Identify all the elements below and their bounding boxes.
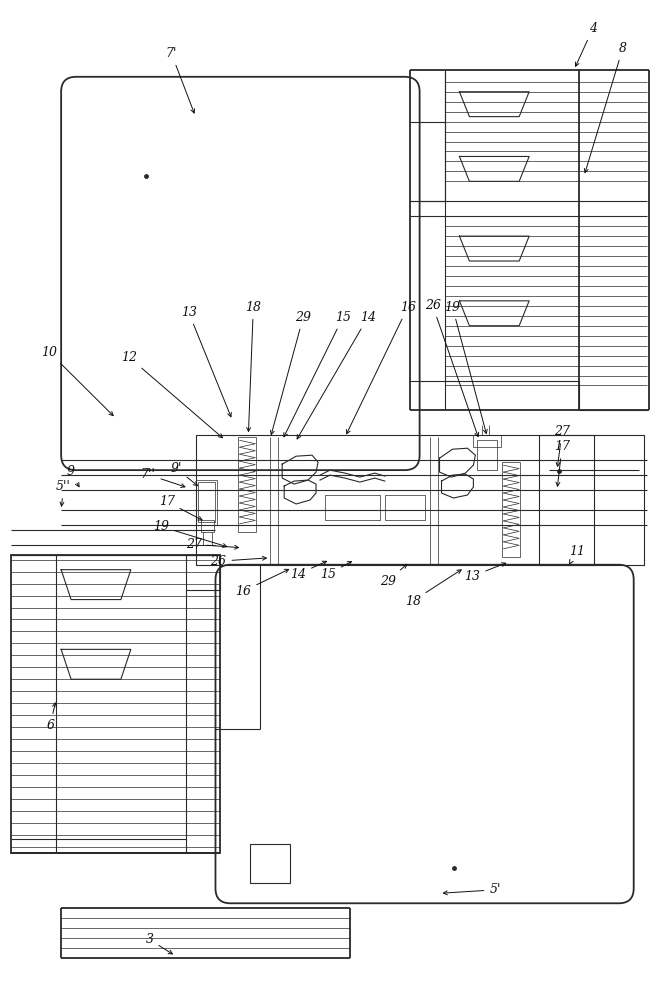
Text: 19: 19 bbox=[445, 301, 487, 434]
Text: 10: 10 bbox=[41, 346, 113, 416]
Text: 8: 8 bbox=[584, 42, 627, 173]
Bar bbox=[250, 844, 290, 883]
Text: 26: 26 bbox=[210, 555, 266, 568]
Text: 9': 9' bbox=[171, 462, 198, 486]
Text: 27: 27 bbox=[554, 425, 570, 466]
Bar bbox=[478, 440, 497, 470]
Text: 18: 18 bbox=[245, 301, 261, 431]
Bar bbox=[539, 435, 644, 565]
Text: 27: 27 bbox=[186, 538, 238, 551]
Bar bbox=[198, 482, 215, 522]
Bar bbox=[196, 435, 594, 565]
Text: 11: 11 bbox=[569, 545, 585, 564]
Text: 12: 12 bbox=[121, 351, 223, 438]
Text: 6: 6 bbox=[46, 703, 57, 732]
Text: 13: 13 bbox=[181, 306, 231, 417]
Text: 29: 29 bbox=[380, 564, 407, 588]
Bar bbox=[11, 555, 221, 853]
Text: 14: 14 bbox=[290, 561, 327, 581]
Text: 7': 7' bbox=[166, 47, 194, 113]
Bar bbox=[474, 435, 501, 447]
Text: 15: 15 bbox=[320, 562, 351, 581]
Text: 3: 3 bbox=[146, 933, 172, 954]
Bar bbox=[502, 462, 520, 557]
Text: 29: 29 bbox=[271, 311, 311, 435]
Text: 14: 14 bbox=[297, 311, 376, 439]
Text: 16: 16 bbox=[235, 569, 288, 598]
Text: 9: 9 bbox=[66, 465, 79, 487]
Bar bbox=[196, 480, 217, 525]
Text: 17: 17 bbox=[159, 495, 202, 520]
Text: 19: 19 bbox=[152, 520, 227, 547]
Text: 4: 4 bbox=[576, 22, 597, 66]
Text: 7'': 7'' bbox=[141, 468, 185, 487]
Bar bbox=[200, 520, 214, 532]
Bar bbox=[385, 495, 424, 520]
Bar bbox=[325, 495, 380, 520]
Text: 26: 26 bbox=[424, 299, 479, 437]
Text: 18: 18 bbox=[405, 570, 461, 608]
Text: 15: 15 bbox=[284, 311, 351, 437]
Text: 17: 17 bbox=[554, 440, 570, 486]
Text: 13: 13 bbox=[464, 563, 506, 583]
Text: 5': 5' bbox=[443, 883, 501, 896]
Text: 5'': 5'' bbox=[56, 480, 71, 506]
Text: 16: 16 bbox=[346, 301, 416, 434]
Bar bbox=[238, 437, 256, 532]
